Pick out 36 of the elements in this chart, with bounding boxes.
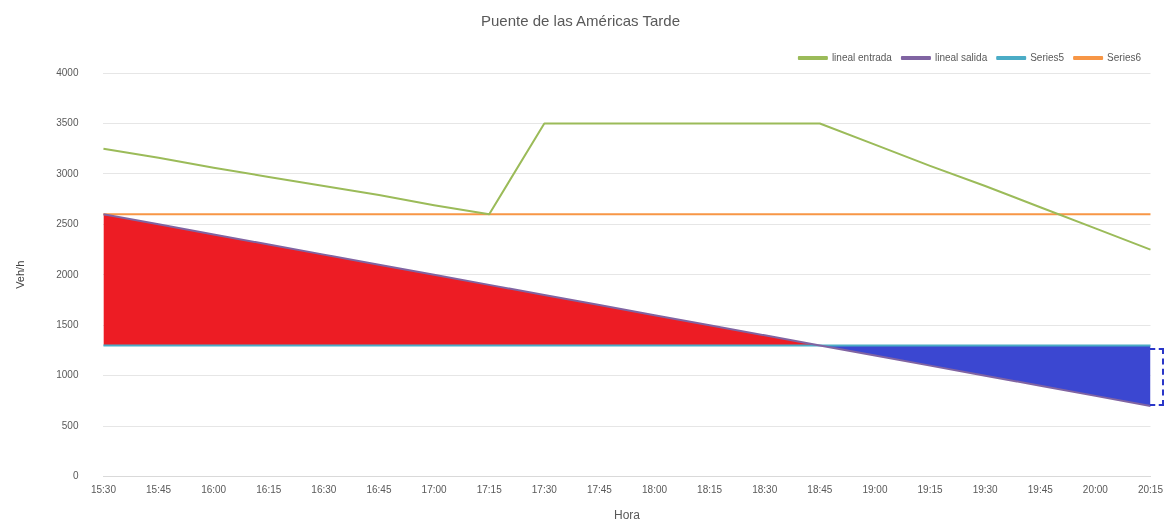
x-tick-label: 18:30 xyxy=(752,484,778,496)
x-tick-label: 19:30 xyxy=(972,484,999,496)
x-tick-label: 16:00 xyxy=(201,484,227,496)
y-tick-label: 0 xyxy=(72,470,79,482)
x-tick-label: 16:45 xyxy=(366,484,392,496)
y-tick-label: 1000 xyxy=(56,369,79,381)
x-tick-label: 18:45 xyxy=(807,484,833,496)
x-tick-label: 19:45 xyxy=(1027,484,1054,496)
chart-title: Puente de las Américas Tarde xyxy=(480,12,681,30)
x-tick-label: 19:15 xyxy=(917,484,944,496)
x-tick-label: 17:00 xyxy=(421,484,448,496)
x-tick-label: 19:00 xyxy=(862,484,888,496)
y-axis-title: Veh/h xyxy=(13,260,26,289)
x-tick-label: 20:15 xyxy=(1137,484,1164,496)
x-tick-label: 17:15 xyxy=(476,484,503,496)
x-tick-label: 18:15 xyxy=(697,484,723,496)
x-tick-label: 15:45 xyxy=(146,484,172,496)
x-tick-label: 15:30 xyxy=(90,484,117,496)
x-tick-label: 16:15 xyxy=(256,484,282,496)
y-tick-label: 2000 xyxy=(56,268,79,280)
x-axis-title: Hora xyxy=(613,508,641,523)
x-tick-label: 18:00 xyxy=(642,484,668,496)
legend-label: lineal entrada xyxy=(831,51,893,63)
x-tick-label: 17:45 xyxy=(586,484,613,496)
y-tick-label: 4000 xyxy=(56,66,79,78)
legend-label: lineal salida xyxy=(934,51,988,63)
x-tick-label: 16:30 xyxy=(311,484,337,496)
legend-label: Series6 xyxy=(1107,51,1142,63)
y-tick-label: 2500 xyxy=(56,218,79,230)
y-tick-label: 3500 xyxy=(56,117,79,129)
y-tick-label: 3000 xyxy=(56,167,79,179)
legend-label: Series5 xyxy=(1030,51,1065,63)
y-tick-label: 1500 xyxy=(56,319,79,330)
x-tick-label: 17:30 xyxy=(531,484,558,496)
y-tick-label: 500 xyxy=(61,419,79,431)
x-tick-label: 20:00 xyxy=(1082,484,1109,496)
